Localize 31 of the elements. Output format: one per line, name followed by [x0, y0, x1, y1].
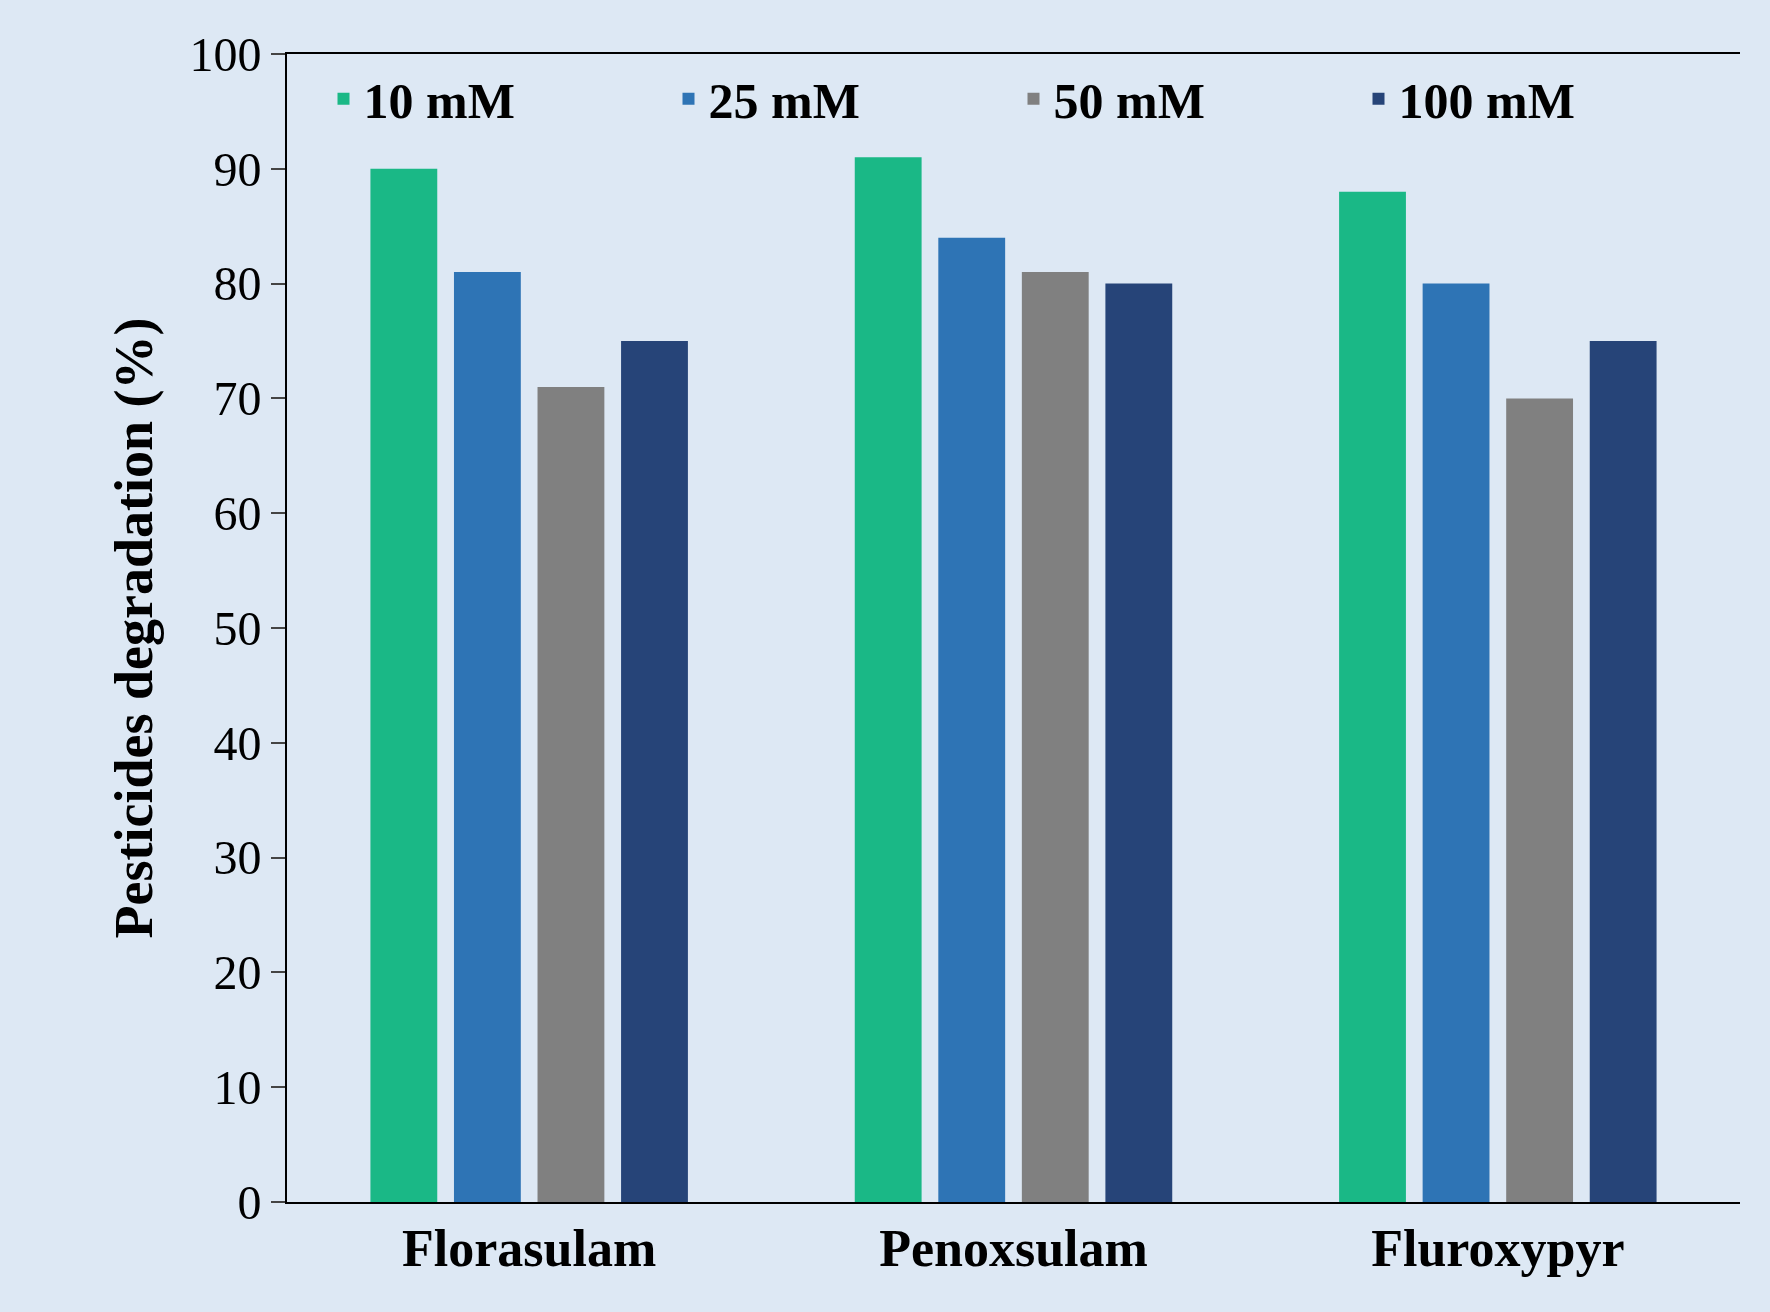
bar — [938, 237, 1006, 1202]
y-tick-label: 100 — [189, 27, 262, 81]
bar — [370, 168, 438, 1202]
legend-label: 10 mM — [363, 73, 515, 130]
y-tick-label: 30 — [213, 831, 262, 885]
bar — [854, 157, 922, 1202]
bar — [1589, 341, 1657, 1202]
y-tick-label: 60 — [213, 487, 262, 540]
x-tick-label: Penoxsulam — [879, 1220, 1148, 1278]
y-tick-label: 10 — [213, 1061, 262, 1114]
bar — [537, 386, 605, 1202]
y-tick-label: 80 — [213, 257, 262, 311]
y-tick-label: 50 — [213, 601, 262, 655]
y-axis-title: Pesticides degradation (%) — [103, 317, 164, 939]
y-tick-label: 70 — [213, 372, 262, 426]
bar — [1422, 283, 1490, 1202]
bar — [1506, 398, 1574, 1202]
y-tick-label: 0 — [237, 1175, 262, 1229]
legend-label: 100 mM — [1398, 73, 1575, 130]
legend-label: 50 mM — [1053, 73, 1205, 130]
y-tick-label: 40 — [213, 716, 262, 770]
bar — [1021, 272, 1089, 1202]
x-tick-label: Fluroxypyr — [1371, 1220, 1625, 1278]
bar — [1105, 283, 1173, 1202]
x-tick-label: Florasulam — [402, 1220, 657, 1278]
bar — [621, 341, 688, 1202]
legend-label: 25 mM — [708, 73, 860, 130]
bar — [453, 272, 521, 1202]
y-tick-label: 90 — [213, 142, 262, 196]
bar — [1339, 191, 1406, 1202]
y-tick-label: 20 — [213, 946, 262, 1000]
